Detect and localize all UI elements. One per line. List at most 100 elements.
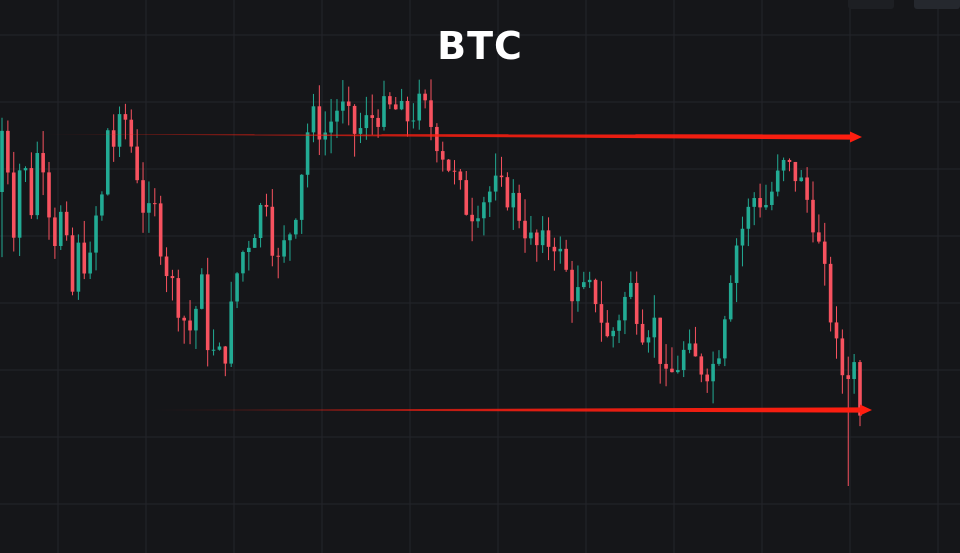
candle-body: [317, 106, 322, 140]
candle-body: [740, 228, 745, 246]
candle-body: [235, 273, 239, 302]
candle-body: [605, 322, 610, 337]
resistance-arrowhead: [850, 131, 862, 143]
candle-body: [482, 202, 486, 219]
candle-body: [587, 279, 592, 283]
candle-body: [270, 206, 275, 256]
candle-body: [705, 374, 710, 382]
candle-body: [217, 346, 222, 350]
candle-body: [440, 151, 445, 160]
candle-body: [593, 279, 598, 305]
candle-body: [758, 198, 762, 208]
candle-body: [423, 93, 427, 101]
annotation-arrows: [45, 131, 872, 416]
candle-body: [229, 301, 233, 364]
candle-body: [576, 287, 580, 302]
candle-body: [241, 252, 245, 274]
candle-body: [352, 105, 357, 134]
candle-body: [64, 211, 69, 236]
candle-body: [746, 206, 751, 229]
candle-body: [728, 282, 733, 320]
candle-body: [770, 191, 774, 205]
candle-body: [723, 319, 727, 359]
candle-body: [393, 104, 398, 110]
candle-body: [100, 194, 104, 216]
candle-body: [264, 204, 269, 207]
candle-body: [70, 235, 75, 292]
candle-body: [822, 241, 827, 264]
candle-body: [470, 214, 474, 222]
candle-body: [676, 370, 680, 373]
candle-body: [276, 255, 281, 257]
candle-body: [364, 115, 369, 129]
candle-body: [105, 130, 110, 195]
candle-body: [129, 119, 134, 147]
support-arrowhead: [860, 404, 872, 416]
candle-body: [388, 96, 392, 105]
candle-body: [182, 317, 186, 321]
candle-body: [88, 252, 92, 274]
candle-body: [370, 115, 375, 118]
candle-body: [752, 198, 757, 207]
candle-body: [252, 237, 257, 248]
candle-body: [493, 175, 498, 192]
candle-body: [17, 170, 22, 238]
candles: [0, 79, 862, 487]
candle-body: [211, 349, 216, 351]
candle-body: [505, 177, 510, 208]
candle-body: [793, 161, 798, 182]
candle-body: [446, 159, 451, 171]
toolbar-button[interactable]: [914, 0, 960, 9]
candle-body: [511, 192, 516, 208]
candle-body: [35, 153, 40, 216]
candle-body: [617, 320, 621, 331]
candle-body: [305, 132, 310, 175]
candle-body: [828, 263, 833, 323]
candle-body: [294, 219, 298, 235]
candle-body: [335, 110, 339, 122]
candle-body: [6, 130, 10, 173]
candle-body: [623, 296, 627, 321]
candle-body: [658, 317, 662, 364]
candle-body: [247, 247, 251, 253]
candle-body: [382, 96, 386, 127]
candle-body: [53, 217, 57, 247]
candle-body: [564, 248, 568, 270]
candle-body: [852, 362, 856, 380]
candle-body: [41, 153, 45, 173]
candle-body: [811, 199, 815, 233]
candle-body: [158, 203, 163, 257]
candle-body: [141, 180, 145, 213]
candle-body: [476, 218, 480, 222]
candle-body: [717, 358, 721, 364]
candle-body: [405, 100, 410, 122]
candle-body: [164, 256, 169, 277]
candle-body: [282, 240, 286, 257]
candle-body: [323, 132, 328, 140]
candle-body: [517, 192, 521, 221]
candle-body: [346, 101, 351, 106]
toolbar-hint[interactable]: [848, 0, 894, 9]
candle-body: [47, 172, 51, 218]
candle-body: [341, 101, 345, 111]
candle-body: [581, 282, 586, 288]
candle-body: [487, 191, 492, 203]
candle-body: [834, 322, 839, 339]
candle-body: [452, 170, 457, 172]
candle-body: [699, 356, 704, 375]
candle-body: [376, 117, 380, 127]
candle-body: [94, 215, 98, 253]
candle-body: [299, 174, 304, 220]
candle-body: [552, 246, 557, 252]
candle-body: [188, 320, 192, 331]
candle-body: [358, 128, 363, 134]
candle-body: [29, 168, 34, 216]
candle-body: [411, 120, 416, 122]
candle-body: [611, 330, 615, 337]
candle-body: [76, 242, 81, 292]
candle-body: [681, 349, 686, 371]
candle-body: [570, 269, 574, 302]
candle-body: [11, 172, 16, 238]
candle-body: [640, 323, 645, 343]
candle-body: [693, 343, 698, 357]
